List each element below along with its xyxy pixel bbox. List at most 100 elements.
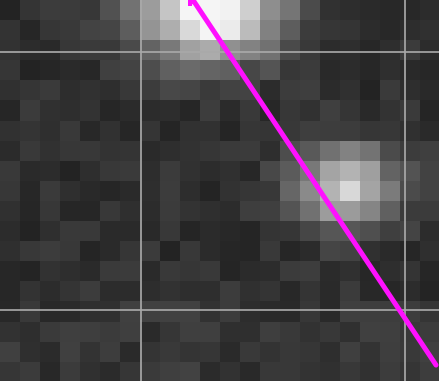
- pixel-cell: [180, 20, 200, 41]
- pixel-cell: [100, 180, 120, 201]
- pixel-cell: [80, 361, 100, 381]
- pixel-cell: [300, 341, 320, 362]
- pixel-cell: [260, 221, 280, 242]
- pixel-cell: [360, 180, 380, 201]
- pixel-cell: [380, 120, 400, 141]
- pixel-cell: [140, 281, 160, 302]
- pixel-cell: [180, 180, 200, 201]
- pixel-cell: [160, 60, 180, 81]
- pixel-cell: [200, 40, 220, 61]
- pixel-cell: [120, 140, 140, 161]
- pixel-cell: [420, 321, 439, 342]
- pixel-cell: [0, 341, 20, 362]
- pixel-cell: [140, 0, 160, 21]
- pixel-cell: [60, 341, 80, 362]
- pixel-cell: [0, 160, 20, 181]
- pixel-cell: [140, 361, 160, 381]
- pixel-cell: [280, 140, 300, 161]
- pixel-cell: [420, 60, 439, 81]
- pixel-cell: [360, 361, 380, 381]
- pixel-cell: [320, 281, 340, 302]
- pixel-cell: [80, 221, 100, 242]
- pixel-cell: [80, 301, 100, 322]
- pixel-cell: [400, 301, 420, 322]
- pixel-cell: [200, 341, 220, 362]
- pixel-cell: [240, 261, 260, 282]
- pixel-cell: [0, 0, 20, 21]
- pixel-cell: [220, 60, 240, 81]
- pixel-cell: [180, 200, 200, 222]
- pixel-cell: [420, 40, 439, 61]
- pixel-cell: [160, 100, 180, 121]
- pixel-cell: [0, 241, 20, 262]
- pixel-cell: [120, 160, 140, 181]
- pixel-cell: [160, 80, 180, 101]
- pixel-cell: [140, 321, 160, 342]
- pixel-cell: [380, 261, 400, 282]
- pixel-cell: [300, 321, 320, 342]
- pixel-cell: [260, 140, 280, 161]
- pixel-cell: [380, 281, 400, 302]
- pixel-cell: [40, 60, 60, 81]
- pixel-cell: [280, 341, 300, 362]
- pixel-cell: [160, 160, 180, 181]
- pixel-cell: [180, 80, 200, 101]
- pixel-cell: [80, 160, 100, 181]
- pixel-cell: [20, 120, 40, 141]
- pixel-cell: [260, 281, 280, 302]
- pixel-cell: [160, 40, 180, 61]
- pixel-cell: [420, 301, 439, 322]
- pixel-cell: [40, 20, 60, 41]
- pixel-cell: [420, 20, 439, 41]
- pixel-cell: [320, 160, 340, 181]
- pixel-cell: [200, 180, 220, 201]
- pixel-cell: [400, 321, 420, 342]
- pixel-cell: [400, 100, 420, 121]
- pixel-cell: [420, 241, 439, 262]
- pixel-cell: [300, 0, 320, 21]
- pixel-cell: [20, 180, 40, 201]
- pixel-cell: [120, 60, 140, 81]
- pixel-cell: [400, 221, 420, 242]
- pixel-cell: [120, 301, 140, 322]
- pixel-cell: [180, 341, 200, 362]
- pixel-cell: [60, 160, 80, 181]
- pixel-cell: [180, 40, 200, 61]
- pixel-cell: [300, 60, 320, 81]
- pixel-cell: [220, 0, 240, 21]
- pixel-cell: [200, 221, 220, 242]
- pixel-cell: [340, 200, 360, 222]
- pixel-cell: [160, 140, 180, 161]
- pixel-cell: [160, 341, 180, 362]
- pixel-cell: [180, 261, 200, 282]
- pixel-cell: [360, 140, 380, 161]
- pixel-cell: [0, 301, 20, 322]
- pixel-cell: [240, 60, 260, 81]
- pixel-cell: [40, 241, 60, 262]
- pixel-cell: [60, 241, 80, 262]
- pixel-cell: [260, 60, 280, 81]
- pixel-cell: [320, 60, 340, 81]
- pixel-cell: [380, 0, 400, 21]
- pixel-cell: [280, 200, 300, 222]
- pixel-cell: [300, 160, 320, 181]
- pixel-cell: [300, 361, 320, 381]
- pixel-cell: [40, 361, 60, 381]
- pixel-cell: [400, 261, 420, 282]
- pixel-cell: [420, 80, 439, 101]
- pixel-cell: [280, 261, 300, 282]
- pixel-cell: [260, 120, 280, 141]
- pixel-cell: [20, 40, 40, 61]
- pixel-cell: [200, 60, 220, 81]
- pixel-cell: [60, 60, 80, 81]
- pixel-cell: [240, 221, 260, 242]
- pixel-cell: [0, 361, 20, 381]
- pixel-cell: [300, 140, 320, 161]
- pixel-cell: [280, 20, 300, 41]
- pixel-cell: [260, 20, 280, 41]
- pixel-cell: [260, 200, 280, 222]
- pixel-cell: [20, 140, 40, 161]
- pixel-cell: [320, 200, 340, 222]
- pixel-cell: [320, 241, 340, 262]
